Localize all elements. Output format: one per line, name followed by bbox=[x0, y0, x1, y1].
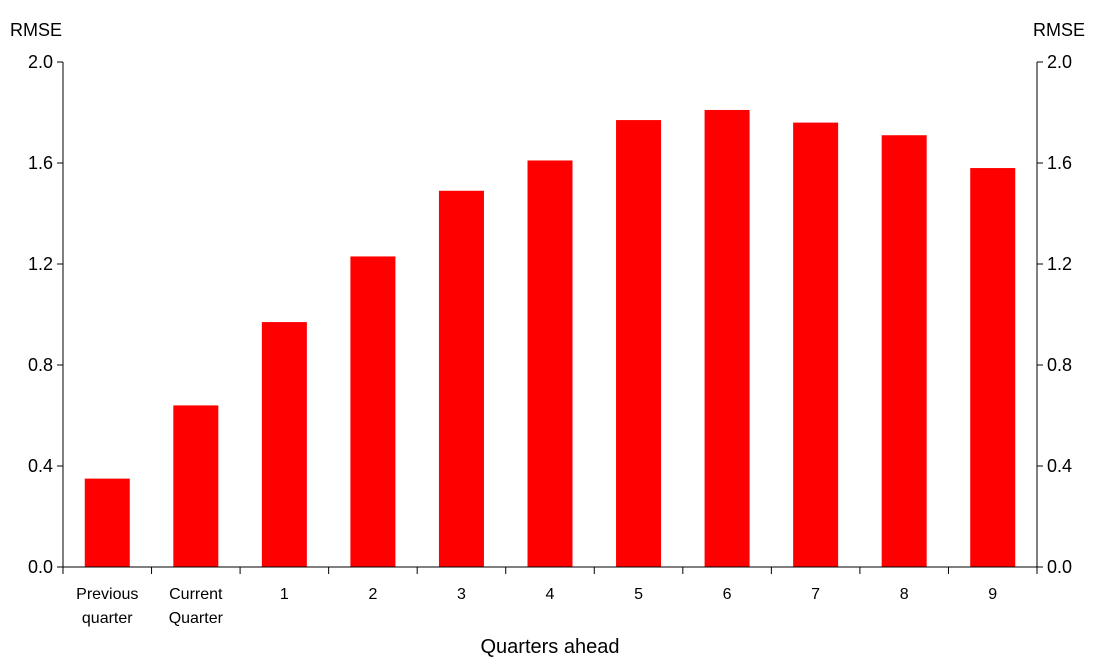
x-tick-label-0-line-0: Previous bbox=[76, 586, 138, 603]
x-tick-label-5: 4 bbox=[546, 586, 555, 603]
x-tick-label-3: 2 bbox=[368, 586, 377, 603]
left-y-tick-label-2: 0.8 bbox=[28, 355, 53, 375]
left-y-tick-label-0: 0.0 bbox=[28, 557, 53, 577]
left-y-axis-title: RMSE bbox=[10, 20, 62, 40]
right-y-tick-label-1: 0.4 bbox=[1047, 456, 1072, 476]
bar-8 bbox=[793, 122, 839, 567]
bar-6 bbox=[616, 120, 662, 567]
right-y-tick-label-4: 1.6 bbox=[1047, 153, 1072, 173]
left-y-tick-label-5: 2.0 bbox=[28, 52, 53, 72]
right-y-tick-label-3: 1.2 bbox=[1047, 254, 1072, 274]
left-y-tick-label-3: 1.2 bbox=[28, 254, 53, 274]
x-tick-label-8: 7 bbox=[811, 586, 820, 603]
x-tick-label-10: 9 bbox=[988, 586, 997, 603]
bar-3 bbox=[350, 256, 396, 567]
bar-2 bbox=[261, 322, 307, 567]
bar-1 bbox=[173, 405, 219, 567]
x-tick-label-1-line-0: Current bbox=[169, 586, 223, 603]
right-y-tick-label-0: 0.0 bbox=[1047, 557, 1072, 577]
bars-group bbox=[84, 109, 1016, 568]
left-y-tick-label-1: 0.4 bbox=[28, 456, 53, 476]
bar-9 bbox=[881, 135, 927, 568]
right-y-tick-label-2: 0.8 bbox=[1047, 355, 1072, 375]
right-y-axis-title: RMSE bbox=[1033, 20, 1085, 40]
bar-10 bbox=[970, 168, 1016, 568]
bar-4 bbox=[438, 190, 484, 567]
right-y-tick-label-5: 2.0 bbox=[1047, 52, 1072, 72]
x-tick-label-6: 5 bbox=[634, 586, 643, 603]
axes-group bbox=[62, 62, 1038, 568]
bar-7 bbox=[704, 109, 750, 567]
x-tick-label-9: 8 bbox=[900, 586, 909, 603]
ticks-group: 0.0 0.0 0.4 0.4 0.8 0.8 1.2 1.2 1.6 1.6 2.0 2.0 Prev… bbox=[28, 52, 1072, 627]
x-tick-label-4: 3 bbox=[457, 586, 466, 603]
x-tick-label-0-line-1: quarter bbox=[82, 610, 133, 627]
x-tick-label-1-line-1: Quarter bbox=[169, 610, 224, 627]
left-y-tick-label-4: 1.6 bbox=[28, 153, 53, 173]
x-tick-label-7: 6 bbox=[723, 586, 732, 603]
x-tick-label-2: 1 bbox=[280, 586, 289, 603]
bar-5 bbox=[527, 160, 573, 567]
x-axis-title: Quarters ahead bbox=[481, 636, 620, 658]
bar-0 bbox=[84, 478, 130, 568]
